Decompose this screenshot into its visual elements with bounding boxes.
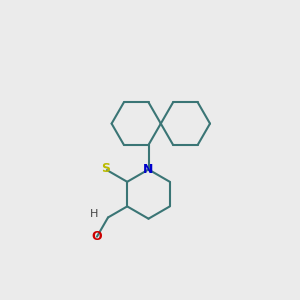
Text: O: O: [92, 230, 102, 243]
Text: N: N: [143, 163, 154, 176]
Text: H: H: [90, 209, 99, 220]
Text: S: S: [101, 162, 110, 175]
